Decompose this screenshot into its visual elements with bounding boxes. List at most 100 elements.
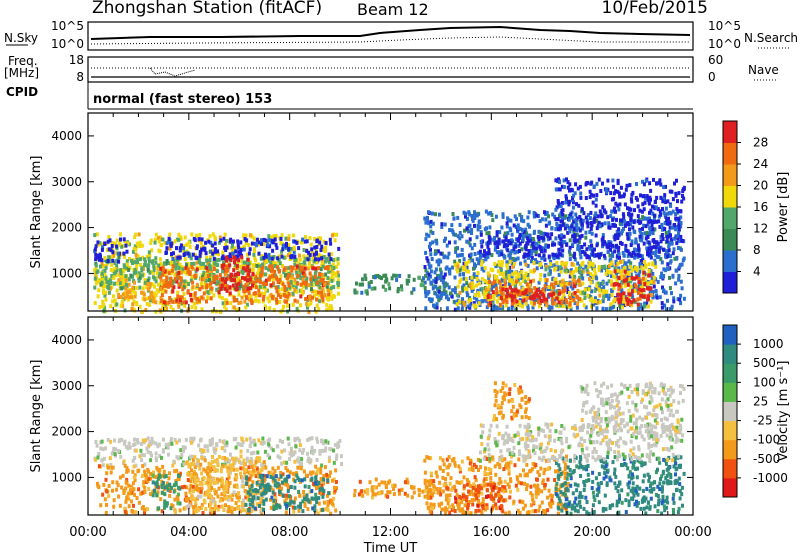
data-cell (290, 254, 294, 259)
data-cell (463, 228, 466, 233)
data-cell (539, 301, 542, 306)
data-cell (646, 248, 649, 253)
data-cell (619, 296, 623, 301)
data-cell (268, 238, 272, 243)
data-cell (442, 255, 446, 260)
data-cell (663, 212, 667, 217)
data-cell (595, 219, 599, 223)
data-cell (101, 299, 105, 304)
data-cell (540, 256, 544, 261)
data-cell (185, 280, 189, 285)
data-cell (575, 294, 579, 299)
data-cell (298, 443, 302, 448)
data-cell (108, 238, 112, 243)
data-cell (499, 288, 503, 293)
data-cell (315, 436, 319, 441)
data-cell (495, 230, 499, 235)
data-cell (268, 256, 272, 261)
data-cell (306, 266, 310, 271)
data-cell (302, 261, 306, 266)
data-cell (94, 266, 98, 271)
data-cell (286, 483, 290, 488)
data-cell (321, 439, 325, 444)
data-cell (672, 225, 676, 230)
data-cell (617, 300, 621, 305)
data-cell (485, 280, 489, 285)
data-cell (609, 261, 613, 266)
data-cell (657, 246, 661, 251)
data-cell (207, 495, 211, 500)
data-cell (527, 210, 531, 215)
data-cell (204, 289, 208, 294)
beam-label: Beam 12 (357, 0, 429, 19)
data-cell (453, 240, 457, 245)
data-cell (568, 291, 571, 295)
data-cell (257, 251, 261, 256)
data-cell (102, 281, 106, 286)
data-cell (213, 261, 217, 266)
data-cell (568, 229, 572, 234)
data-cell (479, 239, 483, 244)
data-cell (450, 294, 454, 299)
data-cell (425, 232, 429, 237)
data-cell (424, 250, 428, 255)
data-cell (669, 259, 673, 264)
data-cell (614, 209, 617, 214)
data-cell (311, 282, 315, 287)
data-cell (496, 241, 500, 245)
data-cell (650, 276, 654, 281)
data-cell (153, 291, 156, 296)
data-cell (565, 261, 568, 266)
data-cell (336, 285, 340, 290)
data-cell (293, 262, 297, 267)
data-cell (97, 257, 101, 262)
data-cell (164, 300, 168, 305)
data-cell (676, 236, 680, 241)
data-cell (206, 296, 210, 301)
data-cell (570, 272, 574, 277)
data-cell (117, 494, 121, 499)
data-cell (649, 286, 653, 291)
data-cell (287, 292, 291, 296)
data-cell (124, 278, 128, 283)
data-cell (485, 241, 489, 246)
data-cell (228, 263, 232, 268)
data-cell (232, 295, 236, 300)
data-cell (652, 220, 655, 225)
data-cell (232, 305, 236, 310)
data-cell (642, 270, 646, 275)
data-cell (584, 235, 588, 240)
data-cell (202, 266, 206, 271)
data-cell (570, 224, 574, 229)
data-cell (168, 486, 172, 491)
data-cell (315, 245, 319, 249)
data-cell (671, 209, 675, 214)
data-cell (573, 233, 577, 238)
data-cell (221, 254, 225, 259)
data-cell (202, 449, 206, 453)
data-cell (165, 246, 169, 251)
data-cell (100, 271, 104, 276)
data-cell (456, 261, 460, 266)
data-cell (271, 248, 275, 253)
data-cell (247, 465, 251, 470)
data-cell (242, 289, 246, 294)
data-cell (157, 239, 161, 244)
data-cell (638, 229, 642, 234)
data-cell (177, 270, 181, 275)
data-cell (520, 227, 524, 232)
data-cell (206, 274, 210, 278)
data-cell (574, 217, 578, 222)
data-cell (312, 259, 316, 264)
data-cell (329, 511, 333, 516)
data-cell (561, 222, 565, 227)
data-cell (543, 300, 547, 304)
data-cell (118, 281, 122, 285)
data-cell (161, 268, 165, 273)
data-cell (647, 296, 650, 301)
data-cell (526, 273, 530, 277)
data-cell (240, 475, 243, 480)
data-cell (311, 295, 314, 300)
data-cell (514, 242, 518, 247)
data-cell (388, 286, 392, 291)
